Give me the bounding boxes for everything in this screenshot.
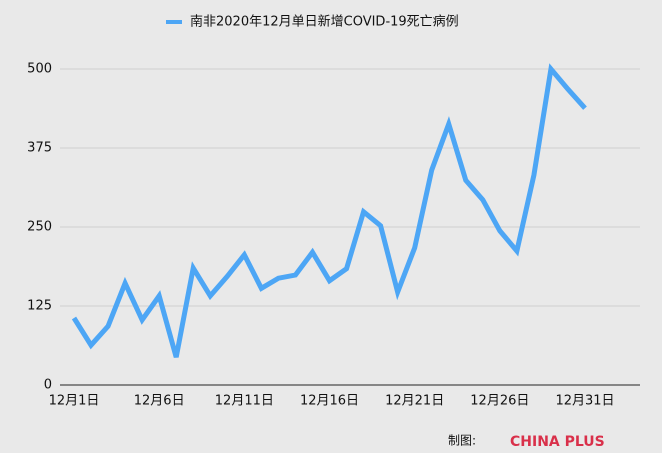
data-line (71, 63, 587, 358)
credit-label: 制图: (448, 434, 476, 448)
x-tick-label: 12月1日 (49, 394, 100, 409)
x-tick-label: 12月6日 (134, 394, 185, 409)
legend-label: 南非2020年12月单日新增COVID-19死亡病例 (190, 14, 459, 30)
x-tick-label: 12月26日 (470, 394, 529, 409)
x-tick-label: 12月11日 (215, 394, 274, 409)
x-tick-label: 12月21日 (385, 394, 444, 409)
x-tick-label: 12月16日 (300, 394, 359, 409)
y-tick-label: 375 (27, 141, 52, 156)
x-tick-label: 12月31日 (555, 394, 614, 409)
credit-brand: CHINA PLUS (510, 434, 605, 450)
y-tick-label: 125 (27, 299, 52, 314)
y-tick-label: 250 (27, 220, 52, 235)
y-tick-label: 0 (44, 378, 52, 393)
y-tick-label: 500 (27, 62, 52, 77)
